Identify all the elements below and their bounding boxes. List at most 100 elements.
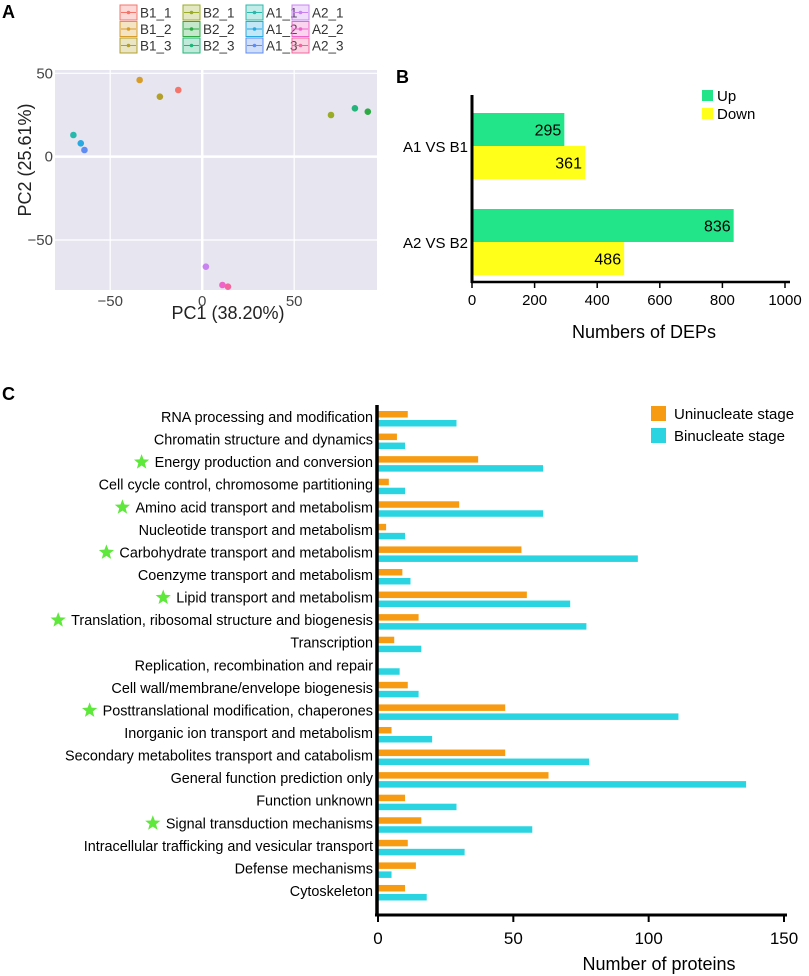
cog-bar — [378, 636, 395, 644]
cog-bar — [378, 532, 406, 540]
cog-bar — [378, 478, 389, 486]
cog-bar — [378, 713, 679, 720]
star-icon — [98, 544, 115, 559]
cog-category-label: Translation, ribosomal structure and bio… — [71, 613, 373, 629]
pca-point — [364, 108, 372, 115]
cog-legend-label: Uninucleate stage — [674, 406, 794, 423]
cog-bar — [378, 420, 457, 427]
cog-bar — [378, 681, 408, 689]
dep-x-axis-label: Numbers of DEPs — [572, 322, 716, 342]
cog-bar — [378, 510, 544, 517]
cog-x-tick-label: 150 — [770, 929, 798, 948]
cog-bar — [378, 411, 408, 418]
dep-category-labels: A1 VS B1 A2 VS B2 — [403, 139, 468, 252]
pca-point — [351, 105, 359, 112]
dep-bar-value-label: 295 — [535, 123, 562, 140]
cog-category-label: Posttranslational modification, chaperon… — [103, 703, 373, 719]
pca-y-tick-label: 50 — [36, 65, 53, 82]
cog-category-label: Chromatin structure and dynamics — [154, 433, 373, 449]
cog-bar — [378, 555, 638, 562]
cog-bar — [378, 704, 506, 711]
pca-legend-key-dot — [252, 43, 257, 48]
pca-x-tick-label: 50 — [286, 293, 303, 310]
dep-x-tick-label: 600 — [647, 292, 672, 309]
pca-legend-label: A1_1 — [266, 6, 298, 21]
cog-bar — [378, 826, 533, 833]
cog-x-axis-label: Number of proteins — [582, 954, 735, 974]
pca-legend-key-dot — [298, 43, 303, 48]
pca-legend-key-dot — [126, 43, 131, 48]
dep-legend-label: Up — [717, 88, 736, 105]
cog-x-tick-label: 0 — [373, 929, 382, 948]
pca-legend-label: B2_1 — [203, 6, 235, 21]
pca-points — [70, 76, 372, 290]
pca-x-axis-label: PC1 (38.20%) — [171, 303, 284, 323]
pca-scatter-plot: −50 0 50 50 0 −50 B1_1B1_2 B1_3 B2_1B2_2 B2_3 A1_… — [15, 4, 377, 323]
cog-bar — [378, 884, 406, 892]
dep-bar — [472, 209, 734, 242]
cog-x-tick-label: 100 — [634, 929, 662, 948]
pca-legend-key-dot — [298, 10, 303, 15]
star-icon — [114, 499, 131, 514]
cog-bar — [378, 523, 387, 531]
pca-legend-key-dot — [189, 43, 194, 48]
pca-point — [224, 283, 232, 290]
cog-category-label: Inorganic ion transport and metabolism — [124, 726, 373, 742]
cog-bar — [378, 871, 392, 878]
star-icon — [145, 815, 161, 830]
cog-legend-label: Binucleate stage — [674, 428, 785, 445]
cog-category-label: General function prediction only — [171, 771, 374, 787]
pca-legend-label: B1_1 — [140, 6, 172, 21]
pca-y-tick-label: −50 — [28, 232, 53, 249]
dep-bars: 295 361 836 486 — [472, 113, 734, 275]
pca-legend-key-dot — [126, 27, 131, 31]
cog-bar — [378, 758, 590, 766]
cog-bar — [378, 456, 479, 463]
cog-bar — [378, 690, 419, 698]
pca-legend-label: B1_2 — [140, 22, 172, 37]
pca-x-tick-label: −50 — [97, 293, 122, 310]
cog-category-label: Amino acid transport and metabolism — [135, 500, 373, 516]
cog-bar — [378, 803, 457, 811]
cog-bar — [378, 546, 522, 553]
dep-bar — [472, 113, 565, 146]
pca-legend-key-dot — [189, 10, 194, 15]
cog-bar — [378, 726, 392, 734]
panel-label-a: A — [2, 2, 15, 22]
star-icon — [50, 612, 66, 627]
pca-point — [327, 111, 335, 119]
cog-bar — [378, 433, 397, 441]
cog-bar — [378, 623, 587, 630]
cog-x-tick-label: 50 — [504, 929, 523, 948]
cog-bar — [378, 893, 427, 901]
cog-category-label: Replication, recombination and repair — [135, 658, 374, 674]
cog-bar — [378, 614, 419, 621]
cog-category-label: Cell wall/membrane/envelope biogenesis — [111, 681, 373, 697]
dep-bar-value-label: 361 — [555, 156, 582, 173]
pca-point — [77, 140, 85, 147]
cog-category-labels: RNA processing and modification Chromatin… — [65, 410, 374, 900]
dep-x-tick-label: 800 — [710, 292, 735, 309]
cog-bar — [378, 487, 406, 495]
dep-x-tick-label: 1000 — [768, 292, 801, 309]
cog-legend-swatch — [651, 406, 666, 421]
cog-bar — [378, 735, 433, 743]
pca-legend-label: A2_3 — [312, 39, 344, 54]
cog-bar — [378, 781, 747, 788]
pca-legend-key-dot — [252, 10, 257, 15]
cog-category-label: Coenzyme transport and metabolism — [138, 568, 373, 584]
dep-bar — [472, 146, 585, 179]
panel-label-c: C — [2, 384, 15, 404]
dep-x-tick-label: 400 — [585, 292, 610, 309]
pca-legend-key-dot — [126, 10, 131, 15]
cog-bar — [378, 839, 408, 847]
dep-legend-label: Down — [717, 106, 755, 123]
cog-bar — [378, 645, 422, 653]
cog-legend: Uninucleate stage Binucleate stage — [651, 406, 794, 445]
cog-bar — [378, 848, 465, 856]
pca-gridlines — [55, 70, 377, 290]
cog-bar — [378, 591, 527, 599]
cog-category-label: Signal transduction mechanisms — [166, 816, 373, 832]
pca-point — [136, 76, 143, 84]
